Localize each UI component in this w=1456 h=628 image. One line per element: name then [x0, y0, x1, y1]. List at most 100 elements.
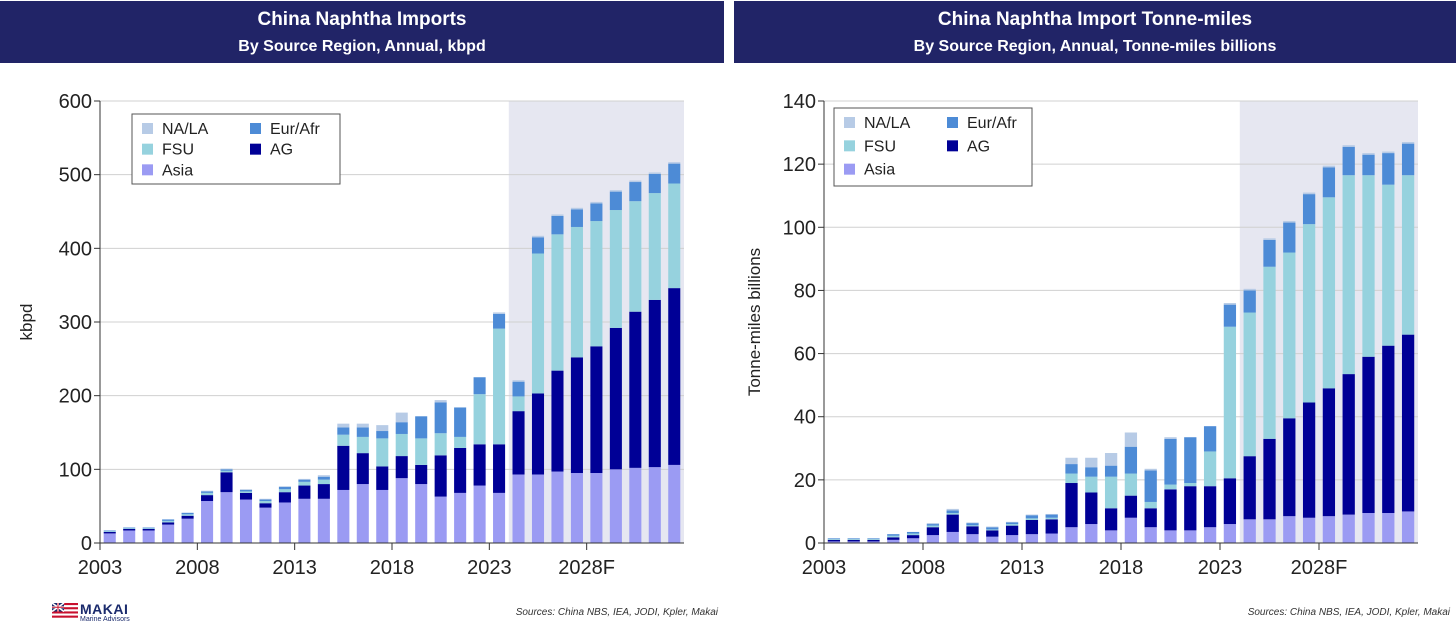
bar-fsu-2022	[1203, 451, 1217, 487]
bar-fsu-2012	[278, 489, 291, 493]
bar-fsu-2028	[590, 221, 603, 347]
bar-ag-2024	[1243, 456, 1256, 520]
bar-eur-afr-2024	[512, 381, 525, 397]
bar-na-la-2029	[609, 190, 622, 192]
bar-ag-2028	[590, 346, 603, 474]
legend-label-na-la: NA/LA	[162, 121, 209, 138]
bar-ag-2013	[1025, 519, 1039, 535]
bar-na-la-2027	[570, 207, 583, 210]
bar-na-la-2025	[1263, 238, 1276, 240]
bar-ag-2018	[395, 456, 408, 479]
bar-asia-2016	[1085, 524, 1098, 543]
bar-fsu-2010	[966, 525, 979, 527]
bar-na-la-2011	[259, 498, 272, 500]
bar-fsu-2029	[609, 210, 622, 328]
bar-eur-afr-2021	[1184, 437, 1197, 484]
bar-fsu-2006	[887, 535, 900, 538]
bar-fsu-2025	[531, 253, 545, 394]
bar-ag-2027	[570, 357, 583, 474]
bar-fsu-2025	[1263, 266, 1276, 439]
bar-ag-2030	[1362, 356, 1375, 514]
y-tick-label: 300	[59, 312, 92, 334]
bar-ag-2031	[1382, 345, 1395, 514]
bar-fsu-2017	[376, 438, 389, 467]
bar-na-la-2009	[946, 508, 959, 511]
legend-label-fsu: FSU	[864, 138, 896, 155]
bar-eur-afr-2017	[1104, 465, 1118, 477]
bar-fsu-2021	[454, 436, 467, 448]
bar-eur-afr-2010	[239, 489, 253, 492]
bar-asia-2004	[123, 530, 136, 543]
bar-asia-2019	[1144, 527, 1157, 543]
bar-fsu-2014	[317, 479, 330, 485]
bar-ag-2019	[415, 464, 428, 485]
bar-eur-afr-2012	[1005, 522, 1019, 525]
bar-fsu-2003	[827, 538, 841, 540]
bar-ag-2008	[201, 495, 214, 502]
bar-fsu-2014	[1045, 517, 1058, 520]
legend-swatch-na-la	[142, 123, 153, 134]
y-tick-label: 100	[783, 217, 816, 239]
bar-asia-2023	[1223, 524, 1237, 543]
bar-fsu-2008	[201, 492, 214, 496]
bar-ag-2021	[1184, 486, 1197, 531]
bar-eur-afr-2015	[337, 427, 350, 435]
bar-ag-2003	[827, 539, 841, 542]
y-axis-label: Tonne-miles billions	[745, 248, 764, 396]
bar-ag-2012	[278, 492, 291, 503]
bar-asia-2022	[473, 485, 486, 543]
bar-eur-afr-2009	[220, 469, 233, 471]
bar-fsu-2016	[1085, 476, 1098, 493]
legend-label-ag: AG	[967, 138, 990, 155]
bar-asia-2006	[887, 539, 900, 543]
bar-asia-2010	[239, 499, 253, 543]
bar-asia-2026	[551, 471, 564, 543]
bar-ag-2007	[906, 535, 920, 539]
bar-fsu-2019	[415, 438, 428, 465]
bar-fsu-2017	[1104, 476, 1118, 509]
bar-eur-afr-2013	[298, 479, 311, 482]
bar-asia-2009	[946, 531, 959, 543]
bar-fsu-2013	[298, 481, 311, 486]
bar-eur-afr-2007	[181, 512, 194, 515]
bar-eur-afr-2026	[551, 215, 564, 235]
x-tick-label: 2003	[802, 557, 847, 579]
bar-asia-2019	[415, 484, 428, 543]
bar-asia-2008	[926, 535, 940, 543]
bar-na-la-2027	[1302, 192, 1316, 195]
bar-asia-2025	[531, 474, 545, 543]
bar-asia-2029	[609, 469, 622, 543]
bar-na-la-2026	[1283, 220, 1296, 223]
chart-panel-imports: China Naphtha Imports By Source Region, …	[0, 0, 724, 628]
bar-na-la-2015	[337, 423, 350, 428]
bar-fsu-2016	[356, 436, 369, 454]
y-tick-label: 20	[794, 470, 816, 492]
bar-asia-2029	[1342, 514, 1355, 543]
bar-na-la-2010	[239, 489, 253, 490]
bar-asia-2015	[1065, 527, 1078, 543]
bar-eur-afr-2005	[867, 538, 880, 539]
bar-na-la-2012	[1005, 521, 1019, 523]
bar-ag-2008	[926, 527, 940, 536]
bar-na-la-2030	[1362, 153, 1375, 155]
bar-ag-2014	[1045, 519, 1058, 534]
bar-asia-2007	[181, 518, 194, 543]
tonne-miles-chart: 0 20 40 60 80 100 120 140 2003 2008 2013 2018 2023 20…	[745, 91, 1418, 579]
bar-ag-2006	[162, 522, 175, 525]
bar-na-la-2012	[278, 486, 291, 488]
bar-na-la-2020	[434, 400, 447, 403]
bar-ag-2011	[986, 530, 999, 537]
bar-ag-2004	[123, 529, 136, 531]
legend-swatch-fsu	[844, 140, 855, 152]
y-tick-label: 120	[783, 154, 816, 176]
x-tick-label: 2018	[1099, 557, 1144, 579]
bar-ag-2016	[356, 453, 369, 485]
bar-na-la-2016	[356, 423, 369, 428]
x-tick-label: 2018	[370, 557, 415, 579]
bar-asia-2021	[1184, 530, 1197, 543]
bar-asia-2027	[1302, 517, 1316, 543]
bar-asia-2004	[847, 541, 860, 543]
bar-fsu-2008	[926, 525, 940, 528]
bar-na-la-2032	[668, 162, 681, 164]
bar-na-la-2030	[629, 180, 642, 183]
